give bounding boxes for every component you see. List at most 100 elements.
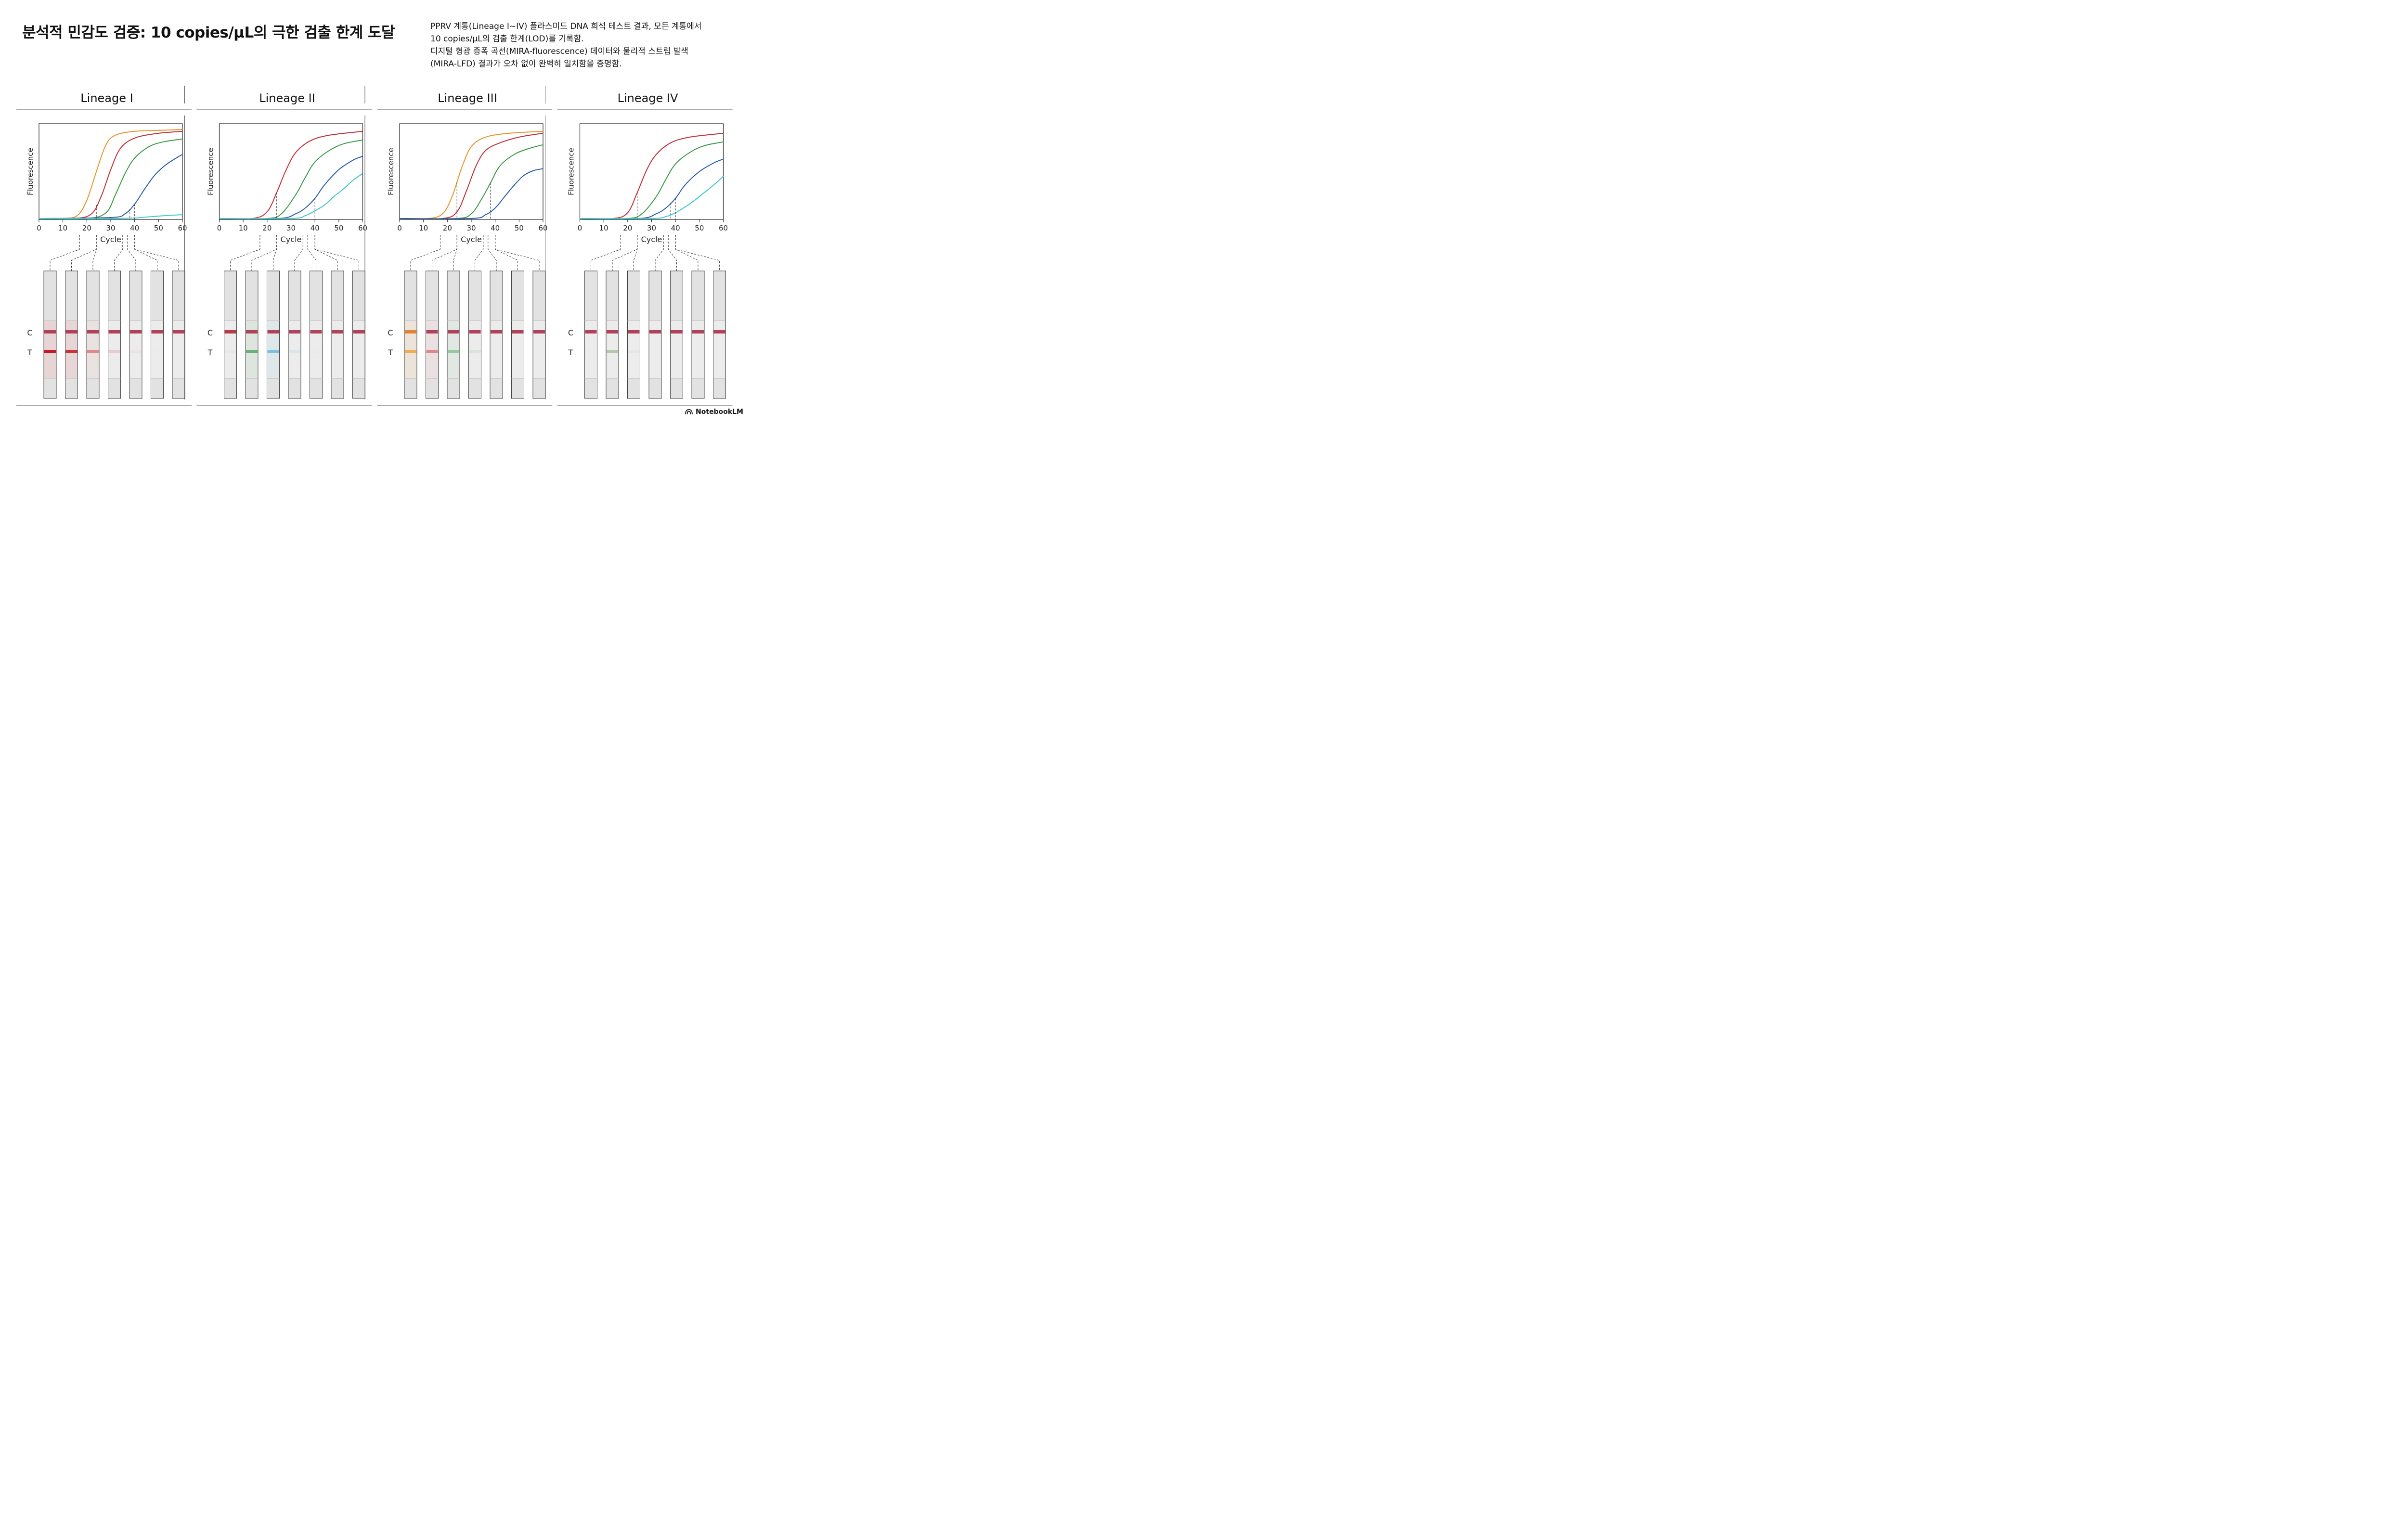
x-tick-label: 10	[58, 224, 67, 232]
strip-window	[607, 321, 618, 378]
test-line	[713, 350, 725, 353]
description-line: 10 copies/μL의 검출 한계(LOD)를 기록함.	[430, 34, 584, 44]
strip-connector	[127, 235, 136, 271]
series-line-red	[219, 130, 363, 220]
series-line-green	[39, 138, 183, 219]
series-line-blue	[399, 168, 544, 219]
strip-window	[585, 321, 597, 378]
panel-title: Lineage IV	[618, 91, 678, 105]
x-tick-label: 10	[239, 224, 248, 232]
lfd-strip	[310, 270, 323, 399]
lfd-strip	[43, 270, 57, 399]
test-line	[426, 350, 438, 353]
strip-tint	[448, 321, 459, 378]
test-line-label: T	[27, 348, 32, 357]
x-tick-label: 0	[578, 224, 582, 232]
strip-window	[628, 321, 640, 378]
control-line	[405, 330, 416, 334]
description: PPRV 계통(Lineage I~IV) 플라스미드 DNA 희석 테스트 결…	[430, 20, 738, 70]
strip-connector	[675, 235, 699, 271]
series-line-cyan	[580, 176, 724, 219]
control-line	[65, 330, 78, 334]
strip-window	[671, 321, 683, 378]
lfd-strip	[331, 270, 344, 399]
test-line	[448, 350, 459, 353]
strip-connector	[251, 235, 277, 271]
lfd-strip	[606, 270, 619, 399]
strip-tint	[246, 321, 258, 378]
control-line	[512, 330, 524, 334]
test-line	[44, 350, 56, 353]
control-line	[353, 330, 365, 334]
strip-connector	[410, 235, 440, 271]
test-line	[310, 350, 322, 353]
lfd-strip	[151, 270, 164, 399]
control-line-label: C	[207, 328, 213, 337]
lfd-strip	[267, 270, 280, 399]
strip-connector	[314, 235, 359, 271]
y-axis-label: Fluorescence	[207, 148, 215, 195]
strip-window	[469, 321, 481, 378]
brand-label: NotebookLM	[696, 408, 743, 416]
test-line	[65, 350, 78, 353]
control-line	[671, 330, 683, 334]
strip-connector	[488, 235, 497, 271]
series-line-red	[399, 132, 544, 220]
description-line: (MIRA-LFD) 결과가 오차 없이 완벽히 일치함을 증명함.	[430, 59, 622, 69]
series-line-green	[219, 139, 363, 219]
x-tick-label: 40	[311, 224, 320, 232]
strip-window	[533, 321, 545, 378]
strip-connector	[114, 235, 123, 271]
lfd-strip	[426, 270, 439, 399]
control-line	[87, 330, 99, 334]
strip-connector	[591, 235, 621, 271]
lfd-strip	[532, 270, 546, 399]
control-line	[246, 330, 258, 334]
lfd-strip	[65, 270, 78, 399]
series-line-blue	[580, 158, 724, 219]
series-line-red	[580, 132, 724, 219]
y-axis-label: Fluorescence	[387, 148, 395, 195]
x-tick-label: 0	[217, 224, 222, 232]
strip-connector	[453, 235, 457, 271]
x-tick-label: 50	[154, 224, 163, 232]
x-tick-label: 30	[647, 224, 656, 232]
x-tick-label: 20	[623, 224, 632, 232]
lfd-strip	[404, 270, 417, 399]
control-line	[44, 330, 56, 334]
test-line	[332, 350, 343, 353]
test-line	[628, 350, 640, 353]
x-tick-label: 20	[262, 224, 272, 232]
x-tick-label: 40	[491, 224, 500, 232]
x-tick-label: 10	[599, 224, 608, 232]
x-tick-label: 50	[334, 224, 343, 232]
test-line	[469, 350, 481, 353]
strip-window	[692, 321, 704, 378]
lfd-strip	[129, 270, 142, 399]
page-title: 분석적 민감도 검증: 10 copies/μL의 극한 검출 한계 도달	[22, 24, 395, 41]
test-line	[353, 350, 365, 353]
control-line	[224, 330, 236, 334]
lfd-strip	[691, 270, 705, 399]
x-tick-label: 60	[719, 224, 728, 232]
panel-title: Lineage III	[438, 91, 497, 105]
control-line	[310, 330, 322, 334]
control-line	[151, 330, 163, 334]
lfd-strip	[648, 270, 662, 399]
test-line	[130, 350, 142, 353]
strip-window	[332, 321, 343, 378]
series-line-blue	[219, 155, 363, 219]
test-line	[87, 350, 99, 353]
strip-connector	[294, 235, 303, 271]
lfd-strip	[447, 270, 460, 399]
lfd-strip	[288, 270, 301, 399]
series-line-green	[399, 144, 544, 219]
control-line	[448, 330, 459, 334]
lfd-strip	[670, 270, 683, 399]
plot-frame	[579, 123, 724, 220]
test-line	[405, 350, 416, 353]
strip-connector	[92, 235, 97, 271]
test-line	[173, 350, 184, 353]
x-axis-label: Cycle	[641, 235, 662, 244]
x-axis-label: Cycle	[461, 235, 482, 244]
